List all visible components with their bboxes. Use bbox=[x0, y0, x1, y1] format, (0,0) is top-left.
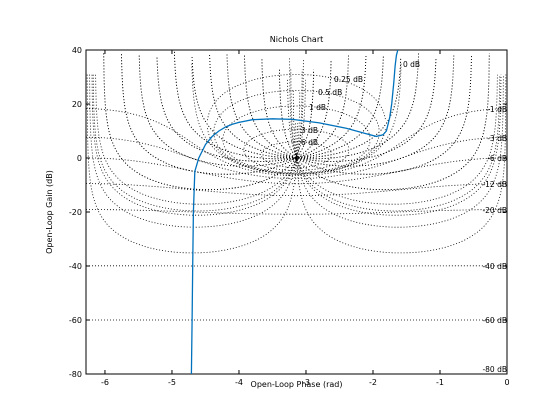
phase-contour bbox=[91, 69, 303, 216]
phase-contour bbox=[89, 74, 301, 228]
phase-contour bbox=[92, 58, 304, 212]
y-tick-label: -80 bbox=[69, 370, 82, 379]
phase-contour bbox=[226, 54, 437, 162]
phase-contour bbox=[292, 74, 504, 228]
gain-contour bbox=[222, 105, 371, 139]
contour-label: 1 dB bbox=[309, 103, 326, 112]
chart-title: Nichols Chart bbox=[270, 35, 324, 44]
critical-point-marker bbox=[292, 154, 300, 162]
gain-contour bbox=[213, 133, 380, 174]
contour-label: -3 dB bbox=[487, 134, 507, 143]
y-tick-label: 40 bbox=[72, 46, 82, 55]
x-tick-label: -4 bbox=[235, 378, 243, 387]
x-axis-label: Open-Loop Phase (rad) bbox=[251, 380, 343, 389]
gain-contour bbox=[222, 140, 371, 174]
x-tick-label: -6 bbox=[101, 378, 109, 387]
phase-contour bbox=[95, 74, 306, 205]
contour-label: -60 dB bbox=[482, 316, 507, 325]
y-tick-label: 20 bbox=[72, 100, 82, 109]
y-tick-label: -20 bbox=[69, 208, 82, 217]
phase-contour bbox=[174, 51, 384, 160]
axes: -6 -5 -4 -3 -2 -1 0 40 20 0 -20 -40 -60 -80 bbox=[69, 46, 510, 387]
phase-contour bbox=[103, 53, 314, 191]
contour-label: -1 dB bbox=[487, 105, 507, 114]
x-tick-label: -1 bbox=[436, 378, 444, 387]
contour-label: 0 dB bbox=[403, 60, 420, 69]
contour-label: -20 dB bbox=[482, 206, 507, 215]
phase-contour bbox=[244, 55, 455, 167]
phase-contour bbox=[244, 55, 455, 167]
gain-contour bbox=[213, 90, 380, 131]
contour-label: -40 dB bbox=[482, 262, 507, 271]
contour-label: 6 dB bbox=[301, 138, 318, 147]
contour-label: 0.25 dB bbox=[334, 75, 363, 84]
phase-contour bbox=[103, 53, 314, 191]
phase-contour bbox=[209, 51, 419, 160]
phase-contour bbox=[191, 56, 402, 159]
gain-contour bbox=[86, 209, 507, 215]
phase-contour bbox=[86, 74, 298, 254]
phase-contour bbox=[156, 54, 367, 162]
contour-label: -6 dB bbox=[487, 154, 507, 163]
phase-contour bbox=[295, 74, 507, 254]
phase-contour bbox=[287, 74, 498, 205]
contour-label: -12 dB bbox=[482, 180, 507, 189]
series-layer bbox=[190, 49, 399, 375]
phase-contour bbox=[261, 54, 472, 175]
y-tick-label: 0 bbox=[77, 154, 82, 163]
phase-contour bbox=[174, 51, 384, 160]
series-line bbox=[190, 49, 399, 375]
phase-contour bbox=[289, 58, 501, 212]
y-axis-label: Open-Loop Gain (dB) bbox=[45, 170, 54, 254]
y-tick-label: -60 bbox=[69, 316, 82, 325]
gain-contour bbox=[86, 108, 507, 176]
x-tick-label: 0 bbox=[504, 378, 509, 387]
grid-lines: 0 dB 0.25 dB 0.5 dB 1 dB 3 dB 6 dB -1 dB -3 dB -… bbox=[86, 51, 507, 375]
contour-label: -80 dB bbox=[482, 365, 507, 374]
x-tick-label: -3 bbox=[302, 378, 310, 387]
x-tick-label: -5 bbox=[168, 378, 176, 387]
phase-contour bbox=[226, 54, 437, 162]
contour-label: 3 dB bbox=[301, 126, 318, 135]
plot-frame bbox=[85, 49, 508, 375]
x-tick-label: -2 bbox=[369, 378, 377, 387]
y-tick-label: -40 bbox=[69, 262, 82, 271]
phase-contour bbox=[279, 53, 490, 191]
contour-label: 0.5 dB bbox=[318, 88, 342, 97]
gain-contour bbox=[86, 157, 507, 185]
phase-contour bbox=[138, 55, 349, 167]
gain-contour bbox=[86, 183, 507, 197]
